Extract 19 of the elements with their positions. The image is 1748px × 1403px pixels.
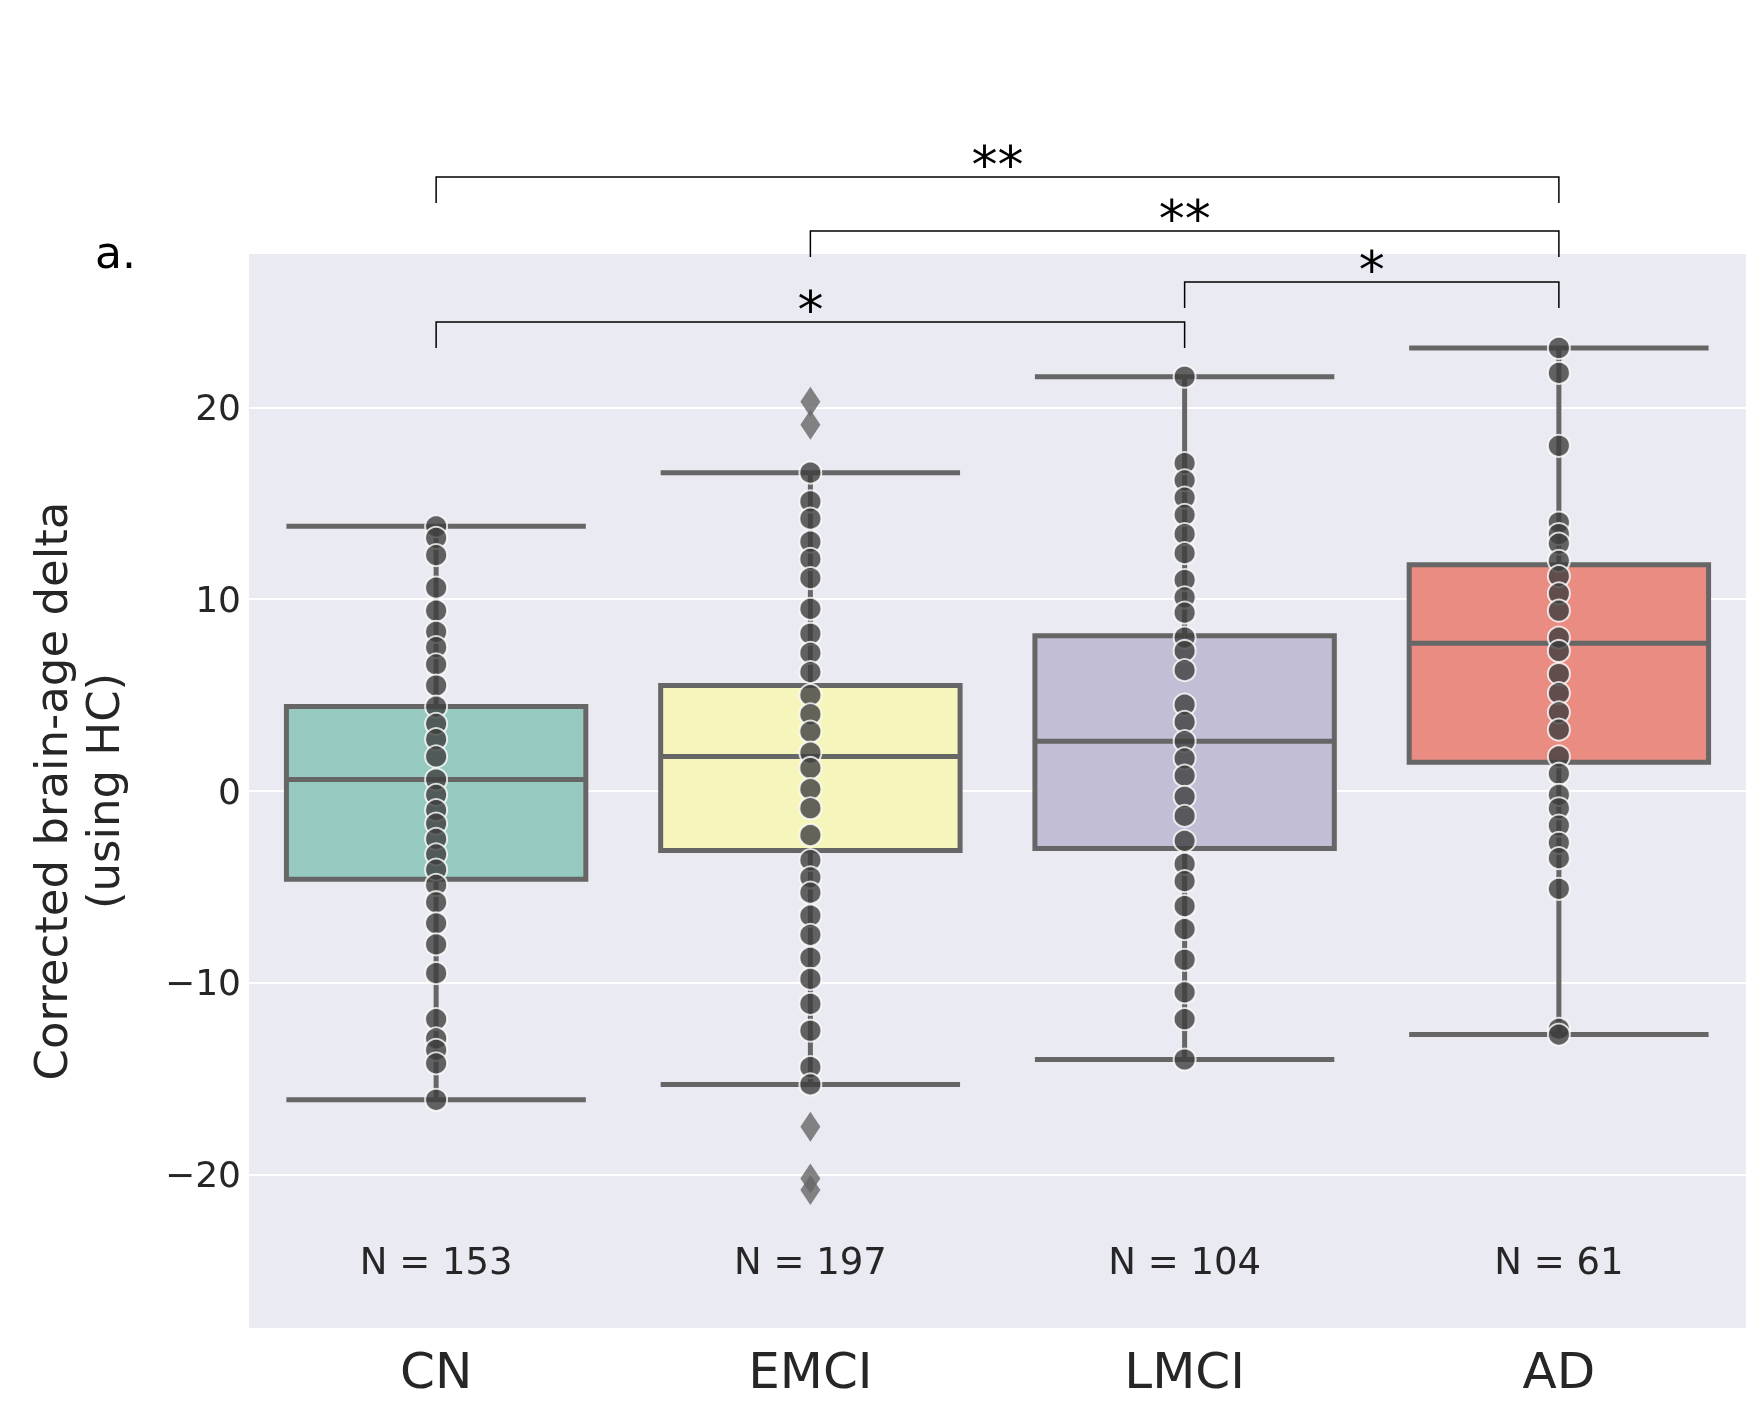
text: ** (971, 135, 1024, 195)
x-tick-label: EMCI (748, 1342, 873, 1400)
y-tick-label: −10 (165, 962, 241, 1004)
y-tick-label: 20 (195, 386, 241, 428)
annotation: N = 197 (733, 1239, 887, 1283)
annotation: * (797, 280, 824, 340)
x-tick-label: CN (399, 1342, 473, 1400)
chart-title: a. (95, 226, 136, 278)
text: ** (1158, 189, 1211, 249)
y-tick-label: 0 (218, 770, 241, 812)
x-tick-label: AD (1522, 1342, 1596, 1400)
annotation: N = 104 (1108, 1239, 1262, 1283)
annotation: * (1358, 240, 1385, 300)
annotation: N = 153 (359, 1239, 513, 1283)
annotation: N = 61 (1494, 1239, 1624, 1283)
y-tick-label: −20 (165, 1154, 241, 1196)
y-tick-label: 10 (195, 578, 241, 620)
y-axis-title: Corrected brain-age delta (using HC) (24, 501, 130, 1081)
x-tick-label: LMCI (1124, 1342, 1245, 1400)
